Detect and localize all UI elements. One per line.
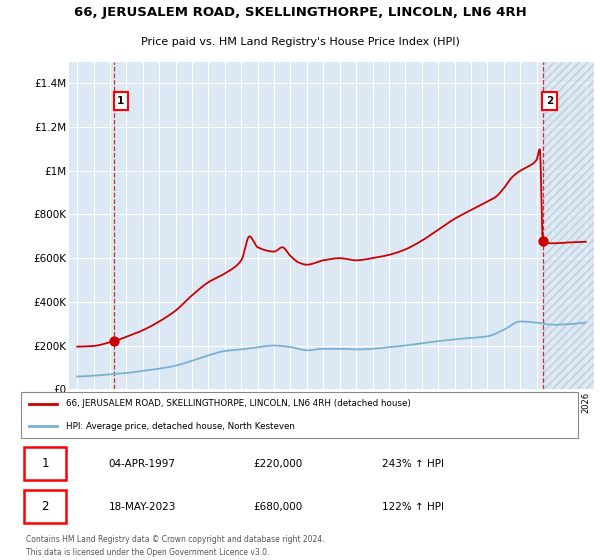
Text: 66, JERUSALEM ROAD, SKELLINGTHORPE, LINCOLN, LN6 4RH (detached house): 66, JERUSALEM ROAD, SKELLINGTHORPE, LINC… (66, 399, 411, 408)
Bar (543, 62, 594, 389)
Text: 66, JERUSALEM ROAD, SKELLINGTHORPE, LINCOLN, LN6 4RH: 66, JERUSALEM ROAD, SKELLINGTHORPE, LINC… (74, 6, 526, 20)
Text: HPI: Average price, detached house, North Kesteven: HPI: Average price, detached house, Nort… (66, 422, 295, 431)
Text: 122% ↑ HPI: 122% ↑ HPI (382, 502, 444, 512)
Text: 1: 1 (117, 96, 124, 106)
Point (538, 236, 548, 245)
FancyBboxPatch shape (23, 447, 66, 480)
Point (109, 337, 119, 346)
Text: £220,000: £220,000 (253, 459, 302, 469)
FancyBboxPatch shape (23, 490, 66, 523)
Text: £680,000: £680,000 (253, 502, 302, 512)
FancyBboxPatch shape (21, 393, 578, 437)
Text: 1: 1 (41, 457, 49, 470)
Text: Price paid vs. HM Land Registry's House Price Index (HPI): Price paid vs. HM Land Registry's House … (140, 38, 460, 48)
Text: 243% ↑ HPI: 243% ↑ HPI (382, 459, 444, 469)
Text: 04-APR-1997: 04-APR-1997 (109, 459, 176, 469)
Text: Contains HM Land Registry data © Crown copyright and database right 2024.
This d: Contains HM Land Registry data © Crown c… (26, 535, 325, 557)
Text: 2: 2 (41, 500, 49, 513)
Text: 2: 2 (546, 96, 553, 106)
Text: 18-MAY-2023: 18-MAY-2023 (109, 502, 176, 512)
